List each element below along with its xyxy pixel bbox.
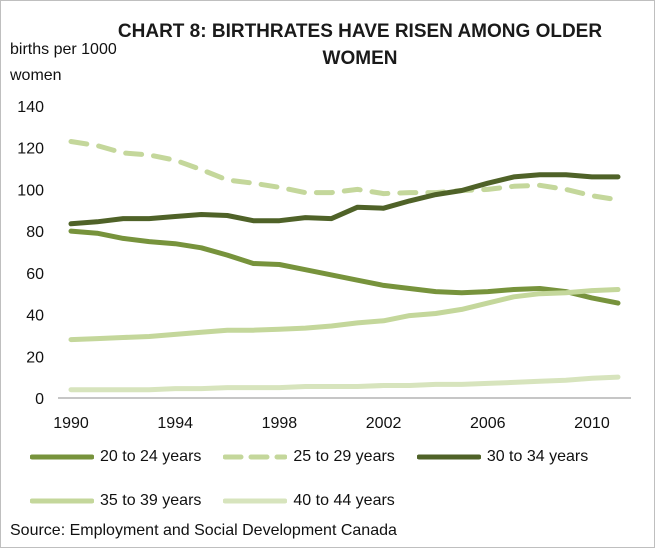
y-tick-label: 100 — [17, 182, 44, 199]
x-tick-label: 1994 — [157, 415, 193, 432]
series-line-35-to-39-years — [68, 287, 621, 343]
series-line-25-to-29-years — [68, 139, 621, 203]
x-tick-label: 1990 — [53, 415, 89, 432]
y-axis-label: births per 1000 women — [10, 41, 117, 84]
y-tick-label: 80 — [26, 224, 44, 241]
legend-label-40-44: 40 to 44 years — [293, 492, 395, 509]
legend-item-20-24: 20 to 24 years — [30, 448, 201, 466]
legend-swatch-35-39 — [30, 498, 94, 504]
x-tick-label: 2002 — [366, 415, 402, 432]
legend-item-30-34: 30 to 34 years — [416, 448, 589, 466]
legend-swatch-30-34 — [416, 454, 481, 460]
y-tick-label: 0 — [35, 391, 44, 408]
legend-swatch-20-24 — [30, 454, 94, 460]
legend-label-35-39: 35 to 39 years — [100, 492, 202, 509]
legend-item-25-29: 25 to 29 years — [223, 448, 395, 466]
x-tick-label: 2006 — [470, 415, 506, 432]
x-tick-label: 1998 — [262, 415, 298, 432]
series-line-40-to-44-years — [68, 374, 621, 393]
series-line-20-to-24-years — [68, 228, 621, 306]
legend-label-30-34: 30 to 34 years — [486, 448, 589, 465]
legend-swatch-40-44 — [223, 498, 288, 504]
y-tick-label: 60 — [26, 266, 44, 283]
legend-row-1: 20 to 24 years 25 to 29 years 30 to 34 y… — [30, 448, 588, 466]
source-note: Source: Employment and Social Developmen… — [10, 522, 397, 539]
legend-label-20-24: 20 to 24 years — [100, 448, 202, 465]
y-tick-label: 20 — [26, 349, 44, 366]
y-tick-label: 40 — [26, 308, 44, 325]
x-tick-label: 2010 — [574, 415, 610, 432]
legend-swatch-25-29 — [223, 454, 288, 460]
legend-label-25-29: 25 to 29 years — [293, 448, 395, 465]
chart-title: CHART 8: BIRTHRATES HAVE RISEN AMONG OLD… — [117, 21, 603, 69]
legend-item-40-44: 40 to 44 years — [223, 492, 395, 510]
y-tick-label: 120 — [17, 141, 44, 158]
legend-item-35-39: 35 to 39 years — [30, 492, 201, 510]
series-line-30-to-34-years — [68, 172, 621, 227]
y-tick-label: 140 — [17, 99, 44, 116]
legend-row-2: 35 to 39 years 40 to 44 years — [30, 492, 417, 510]
